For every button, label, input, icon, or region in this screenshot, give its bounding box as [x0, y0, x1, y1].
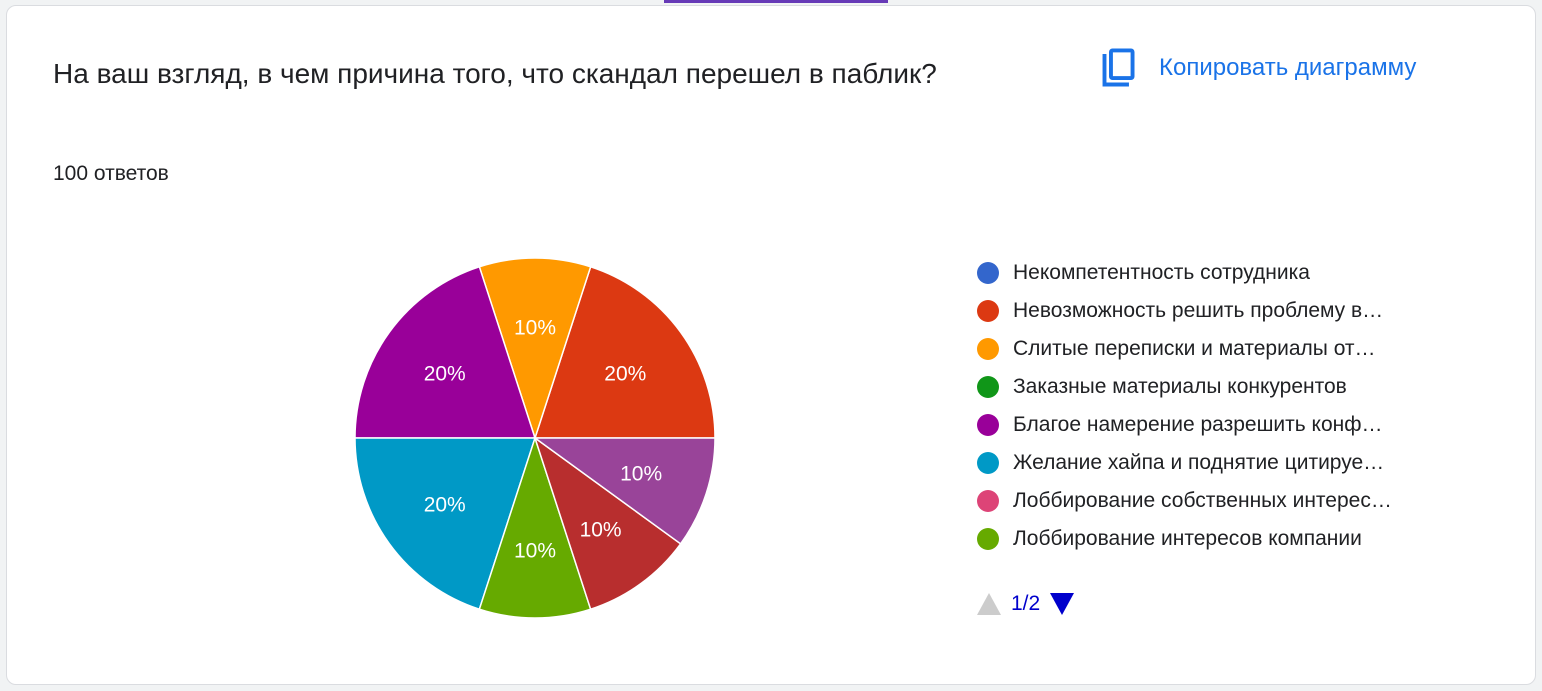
pie-slice-label: 10% — [514, 540, 556, 563]
legend-item: Невозможность решить проблему в… — [977, 292, 1457, 330]
pager-up-icon[interactable] — [977, 593, 1001, 615]
pie-slice-label: 20% — [424, 362, 466, 385]
pie-slice-label: 10% — [580, 518, 622, 541]
legend-swatch — [977, 376, 999, 398]
top-accent-bar — [664, 0, 888, 3]
question-title: На ваш взгляд, в чем причина того, что с… — [53, 58, 937, 89]
legend-label: Лоббирование интересов компании — [1013, 527, 1362, 550]
question-summary-card: На ваш взгляд, в чем причина того, что с… — [6, 5, 1536, 685]
legend-label: Лоббирование собственных интерес… — [1013, 489, 1392, 512]
legend-swatch — [977, 262, 999, 284]
legend-swatch — [977, 338, 999, 360]
pie-slice[interactable] — [533, 436, 682, 611]
legend-label: Невозможность решить проблему в… — [1013, 299, 1384, 322]
legend-swatch — [977, 528, 999, 550]
pager-down-icon[interactable] — [1050, 593, 1075, 615]
legend-pager: 1/2 — [977, 592, 1075, 616]
legend-item: Слитые переписки и материалы от… — [977, 330, 1457, 368]
response-count: 100 ответов — [53, 162, 169, 185]
legend-label: Заказные материалы конкурентов — [1013, 375, 1347, 398]
pie-slice[interactable] — [478, 257, 592, 441]
pie-chart: 20% 10% 20% 20% 10% 10% 10% — [354, 257, 716, 619]
pie-chart-area: 20% 10% 20% 20% 10% 10% 10% — [7, 6, 1537, 686]
pie-slice[interactable] — [354, 437, 537, 611]
copy-chart-button[interactable]: Копировать диаграмму — [1099, 46, 1416, 90]
pie-slice-label: 10% — [620, 462, 662, 485]
pie-slice[interactable] — [532, 437, 716, 545]
legend-item: Лоббирование интересов компании — [977, 520, 1457, 558]
pie-slice-label: 20% — [604, 362, 646, 385]
pager-page-number: 1/2 — [1011, 592, 1041, 615]
pie-slice[interactable] — [533, 265, 716, 439]
chart-legend: Некомпетентность сотрудника Невозможность… — [977, 254, 1457, 558]
legend-label: Слитые переписки и материалы от… — [1013, 337, 1376, 360]
legend-swatch — [977, 490, 999, 512]
legend-swatch — [977, 452, 999, 474]
legend-swatch — [977, 414, 999, 436]
legend-item: Заказные материалы конкурентов — [977, 368, 1457, 406]
legend-swatch — [977, 300, 999, 322]
legend-item: Желание хайпа и поднятие цитируе… — [977, 444, 1457, 482]
pie-slice[interactable] — [354, 265, 537, 439]
legend-item: Благое намерение разрешить конф… — [977, 406, 1457, 444]
legend-label: Некомпетентность сотрудника — [1013, 261, 1310, 284]
copy-icon — [1102, 48, 1135, 87]
pie-slice[interactable] — [478, 435, 592, 619]
legend-label: Благое намерение разрешить конф… — [1013, 413, 1383, 436]
legend-item: Некомпетентность сотрудника — [977, 254, 1457, 292]
copy-chart-label: Копировать диаграмму — [1159, 54, 1417, 81]
pie-slice-label: 20% — [424, 494, 466, 517]
legend-item: Лоббирование собственных интерес… — [977, 482, 1457, 520]
pie-slice-label: 10% — [514, 316, 556, 339]
legend-label: Желание хайпа и поднятие цитируе… — [1013, 451, 1385, 474]
